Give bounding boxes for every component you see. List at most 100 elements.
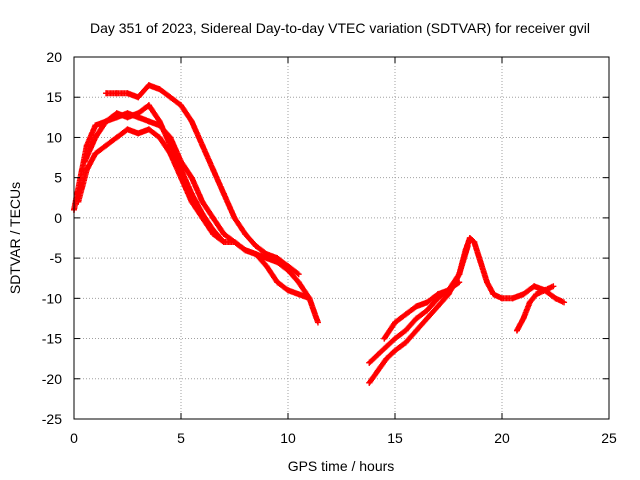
- data-point: [156, 134, 163, 141]
- data-point: [424, 315, 431, 322]
- data-point: [220, 239, 227, 246]
- data-point: [561, 299, 568, 306]
- data-point: [383, 343, 390, 350]
- y-tick-label: 5: [54, 170, 62, 186]
- data-point: [199, 198, 206, 205]
- data-point: [424, 307, 431, 314]
- y-tick-label: 10: [46, 129, 62, 145]
- data-point: [124, 90, 131, 97]
- data-point: [113, 110, 120, 117]
- data-point: [533, 291, 540, 298]
- series-track-7: [381, 279, 463, 342]
- data-point: [92, 122, 99, 129]
- data-point: [392, 347, 398, 354]
- data-point: [413, 315, 420, 322]
- series-track-5: [366, 235, 568, 386]
- data-point: [381, 335, 388, 342]
- data-point: [285, 287, 291, 294]
- data-point: [413, 303, 420, 310]
- data-point: [490, 291, 497, 298]
- data-point: [92, 134, 99, 141]
- x-tick-label: 10: [280, 430, 296, 446]
- x-tick-label: 25: [601, 430, 617, 446]
- y-tick-label: -20: [42, 371, 62, 387]
- data-point: [188, 118, 195, 125]
- data-point: [402, 339, 409, 346]
- data-point: [464, 243, 471, 250]
- data-point: [513, 327, 520, 334]
- series-track-8: [513, 283, 557, 334]
- data-point: [135, 130, 142, 137]
- data-point: [424, 299, 431, 306]
- data-point: [274, 279, 281, 286]
- data-point: [306, 295, 313, 302]
- data-point: [477, 259, 484, 266]
- data-point: [210, 226, 217, 233]
- data-point: [392, 319, 398, 326]
- data-point: [413, 327, 420, 334]
- y-tick-label: 15: [46, 89, 62, 105]
- data-point: [135, 94, 142, 101]
- x-tick-label: 20: [494, 430, 510, 446]
- data-point: [531, 283, 538, 290]
- data-point: [263, 263, 270, 270]
- data-point: [466, 235, 473, 241]
- y-tick-label: -25: [42, 411, 62, 427]
- data-point: [434, 303, 441, 310]
- data-point: [366, 379, 373, 386]
- data-point: [188, 190, 195, 197]
- data-point: [178, 102, 184, 109]
- y-tick-label: 20: [46, 49, 62, 65]
- data-point: [92, 150, 99, 157]
- y-tick-label: -15: [42, 331, 62, 347]
- y-axis-label: SDTVAR / TECUs: [7, 182, 23, 294]
- data-point: [526, 299, 533, 306]
- data-point: [374, 367, 381, 374]
- data-point: [456, 271, 463, 278]
- data-point: [550, 283, 557, 290]
- grid-lines: [74, 57, 609, 419]
- x-tick-label: 5: [177, 430, 185, 446]
- data-point: [145, 102, 152, 109]
- plot-frame: [73, 56, 610, 420]
- series-track-4: [81, 102, 227, 246]
- data-point: [103, 142, 110, 149]
- data-point: [295, 279, 302, 286]
- data-point: [374, 351, 381, 358]
- data-point: [210, 166, 217, 173]
- data-point: [199, 210, 206, 217]
- data-point: [113, 134, 120, 141]
- x-tick-label: 0: [70, 430, 78, 446]
- data-point: [383, 355, 390, 362]
- chart-title: Day 351 of 2023, Sidereal Day-to-day VTE…: [90, 20, 590, 36]
- data-point: [113, 90, 120, 97]
- data-point: [167, 94, 174, 101]
- data-point: [156, 86, 163, 93]
- data-point: [167, 142, 174, 149]
- data-point: [188, 174, 195, 181]
- data-point: [314, 319, 321, 326]
- data-point: [552, 295, 559, 302]
- data-point: [75, 198, 82, 205]
- data-point: [520, 291, 527, 298]
- data-point: [124, 114, 131, 121]
- x-tick-label: 15: [387, 430, 403, 446]
- data-point: [392, 335, 398, 342]
- data-point: [252, 243, 259, 250]
- data-point: [295, 271, 302, 278]
- data-point: [520, 315, 527, 322]
- data-point: [231, 214, 238, 221]
- data-point: [274, 255, 281, 262]
- data-point: [81, 158, 88, 165]
- axis-ticks: 0 5 10 15 20 25 20 15 10 5 0 -5 -10 -15 -20 -25: [42, 49, 617, 446]
- data-point: [252, 251, 259, 258]
- data-point: [83, 166, 90, 173]
- data-point: [103, 118, 110, 125]
- data-point: [295, 291, 302, 298]
- data-point: [199, 142, 206, 149]
- data-point: [145, 82, 152, 89]
- data-point: [145, 118, 152, 125]
- data-point: [484, 279, 491, 286]
